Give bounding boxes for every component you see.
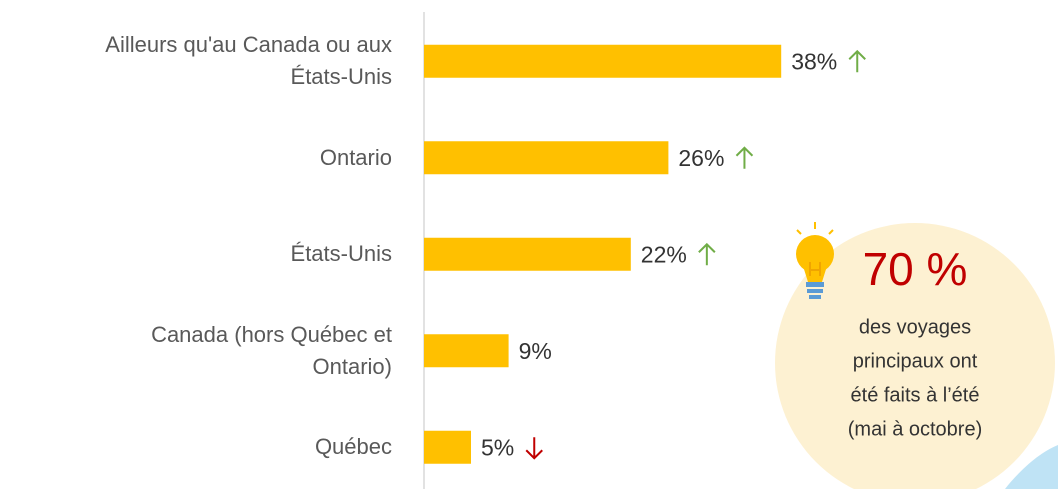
- value-label: 9%: [519, 338, 552, 364]
- trend-arrow: [848, 49, 866, 73]
- category-label: Québec: [314, 434, 392, 460]
- category-label: États-Unis: [290, 241, 392, 267]
- decoration: [1005, 445, 1058, 489]
- value-label: 26%: [678, 145, 724, 171]
- bar: [424, 44, 782, 78]
- bar: [424, 334, 509, 368]
- callout-text: des voyages: [859, 316, 971, 338]
- value-label: 5%: [481, 434, 514, 460]
- callout-headline: 70 %: [863, 243, 968, 295]
- callout-circle: [775, 223, 1055, 489]
- bar: [424, 237, 631, 271]
- trend-arrow: [525, 437, 543, 460]
- callout-text: été faits à l’été: [851, 384, 980, 406]
- callout-text: principaux ont: [853, 350, 978, 372]
- category-label: Canada (hors Québec et Ontario): [151, 321, 392, 379]
- trend-arrow: [735, 146, 754, 169]
- category-label: Ailleurs qu'au Canada ou aux États-Unis: [105, 32, 392, 90]
- bar: [424, 141, 669, 175]
- callout-text: (mai à octobre): [848, 418, 983, 440]
- value-label: 38%: [791, 48, 837, 74]
- value-label: 22%: [641, 241, 687, 267]
- bar: [424, 430, 471, 464]
- category-label: Ontario: [319, 144, 392, 170]
- trend-arrow: [698, 242, 716, 266]
- bulb-icon: [796, 222, 834, 299]
